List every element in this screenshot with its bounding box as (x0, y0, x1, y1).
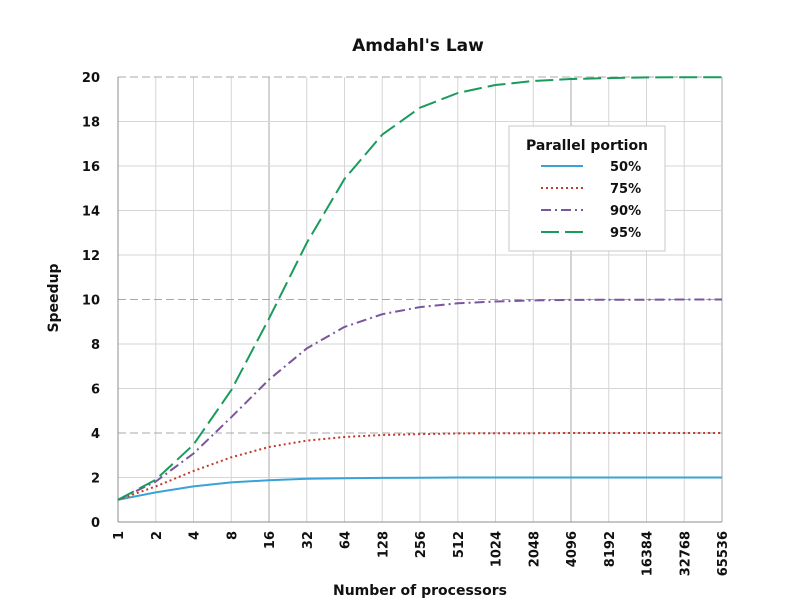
x-tick-label: 32768 (678, 531, 693, 576)
y-tick-label: 16 (82, 160, 100, 175)
y-tick-label: 18 (82, 116, 100, 131)
y-tick-label: 2 (91, 472, 100, 487)
x-tick-label: 2048 (527, 531, 542, 567)
x-axis-title: Number of processors (333, 583, 507, 599)
x-tick-label: 512 (452, 531, 467, 558)
x-tick-label: 256 (414, 531, 429, 558)
x-tick-labels: 1 2 4 8 16 32 64 128 256 512 1024 2048 4096 8192 16384… (112, 531, 731, 576)
x-tick-label: 1024 (490, 531, 505, 567)
y-tick-label: 12 (82, 249, 100, 264)
series-line-95pct (117, 76, 722, 501)
chart-title: Amdahl's Law (352, 36, 484, 56)
x-tick-label: 16384 (641, 531, 656, 576)
x-tick-label: 2 (150, 531, 165, 540)
series-line-50pct (117, 476, 722, 501)
y-axis-title: Speedup (46, 263, 62, 332)
y-tick-label: 10 (82, 294, 100, 309)
x-tick-label: 8 (225, 531, 240, 540)
legend-box (508, 125, 666, 252)
y-tick-label: 4 (91, 427, 100, 442)
y-tick-label: 14 (82, 205, 100, 220)
legend-label: 50% (610, 160, 641, 175)
x-tick-label: 4 (188, 531, 203, 540)
x-tick-label: 64 (339, 531, 354, 549)
x-tick-label: 128 (376, 531, 391, 558)
series-lines (117, 76, 722, 501)
x-tick-label: 1 (112, 531, 127, 540)
series-line-90pct (117, 298, 722, 501)
y-tick-label: 8 (91, 338, 100, 353)
y-tick-labels: 0 2 4 6 8 10 12 14 16 18 20 (82, 71, 100, 531)
y-tick-label: 6 (91, 383, 100, 398)
x-tick-label: 16 (263, 531, 278, 549)
legend-title: Parallel portion (526, 138, 648, 154)
series-line-75pct (117, 432, 722, 501)
x-tick-label: 4096 (565, 531, 580, 567)
y-tick-label: 0 (91, 516, 100, 531)
legend-label: 90% (610, 204, 641, 219)
x-tick-label: 8192 (603, 531, 618, 567)
legend: Parallel portion 50% 75% 90% 95% (508, 125, 666, 252)
x-tick-label: 65536 (716, 531, 731, 576)
legend-label: 75% (610, 182, 641, 197)
y-tick-label: 20 (82, 71, 100, 86)
x-tick-label: 32 (301, 531, 316, 549)
legend-label: 95% (610, 226, 641, 241)
